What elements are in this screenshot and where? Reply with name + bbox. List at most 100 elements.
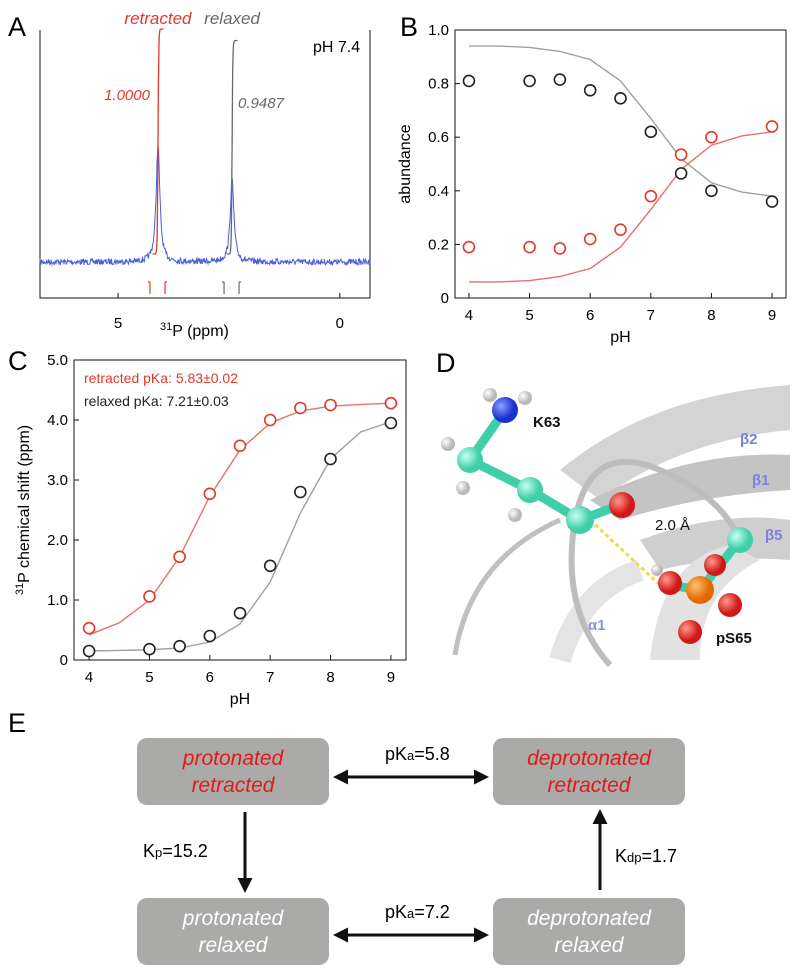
frame [73,359,407,661]
y-tick-label: 3.0 [47,472,68,489]
atom [457,447,483,473]
data-point [583,84,597,97]
state-label: relaxed [199,934,269,957]
atom [678,620,702,644]
x-axis-label: pH [230,691,250,708]
data-point [143,642,156,656]
data-point [173,550,186,564]
state-label: deprotonated [527,747,652,770]
y-tick-label: 0 [60,652,68,669]
atom [718,593,742,617]
data-point [384,416,398,430]
state-label: deprotonated [527,907,652,930]
data-point [82,644,96,658]
y-axis-label-sup: 31 [14,583,26,595]
legend-entry: relaxed pKa: 7.21±0.03 [84,393,229,409]
data-point [143,590,156,603]
atom [508,508,522,522]
y-tick-label: 1.0 [428,22,449,39]
data-point [203,629,217,643]
data-point [553,242,567,255]
strand-label: β5 [765,527,783,544]
state-label: retracted [548,774,632,797]
legend-entry: retracted pKa: 5.83±0.02 [84,370,238,386]
y-tick-label: 5.0 [47,352,68,369]
atom [686,576,714,604]
atom [609,492,635,518]
integral-label: 1.0000 [104,87,151,104]
x-tick-label: 5 [114,315,122,332]
data-point [553,73,567,86]
data-point [644,125,658,139]
y-axis-label: 31P chemical shift (ppm) [14,425,33,595]
data-point [324,398,337,412]
x-axis-label: pH [610,329,630,346]
y-tick-label: 4.0 [47,412,68,429]
data-point [674,148,688,161]
atom [566,506,594,534]
state-label: protonated [182,907,285,930]
y-axis-label-main: P chemical shift (ppm) [16,425,33,583]
arrow-label: pKa=7.2 [385,902,450,922]
residue-label: pS65 [716,630,752,647]
y-tick-label: 1.0 [47,592,68,609]
structure-panel: K63 β2 β1 β5 2.0 Å α1 pS65 [441,385,790,668]
y-tick-label: 0 [441,290,449,307]
state-box [137,738,329,805]
integral-label: 0.9487 [238,95,285,112]
data-point [263,413,277,427]
y-tick-label: 0.8 [428,76,449,93]
fit-line [89,421,392,652]
x-tick-label: 5 [525,307,533,324]
x-tick-label: 8 [707,307,715,324]
state-box [493,738,685,805]
y-tick-label: 2.0 [47,532,68,549]
strand-label: β2 [740,431,758,448]
state-label: relaxed [555,934,625,957]
helix-label: α1 [588,617,606,634]
y-tick-label: 0.2 [428,236,449,253]
loop [568,458,743,668]
state-label: retracted [192,774,276,797]
data-point [523,74,536,88]
x-tick-label: 6 [206,669,214,686]
ribbon [560,385,790,500]
distance-label: 2.0 Å [655,517,690,534]
atom [651,564,663,576]
data-point [523,240,536,254]
integral-bracket [147,281,167,294]
panel-label: B [400,12,418,42]
fit-line [468,45,773,197]
atom [658,571,682,595]
loop [452,517,562,656]
arrow-label: pKa=5.8 [385,744,450,764]
data-point [614,223,627,236]
atom [517,477,543,503]
frame [454,29,787,299]
data-point [384,396,398,410]
data-point [614,92,627,105]
fit-line [468,131,773,283]
peak-label: retracted [124,9,192,28]
data-point [82,621,96,635]
arrow-label: Kdp=1.7 [615,846,677,866]
x-axis-label-sup: 31 [160,321,172,333]
x-tick-label: 6 [586,307,594,324]
data-point [203,487,217,501]
x-tick-label: 4 [465,307,473,324]
integral-curve [152,28,164,255]
data-point [765,195,779,208]
x-tick-label: 7 [647,307,655,324]
strand-label: β1 [752,472,770,489]
data-point [705,130,718,144]
y-tick-label: 0.4 [428,183,449,200]
x-axis-label: 31P (ppm) [160,321,229,340]
data-point [462,240,476,254]
x-tick-label: 7 [266,669,274,686]
x-tick-label: 0 [336,315,344,332]
atom [518,391,532,405]
atom [492,397,518,423]
data-point [674,167,688,180]
condition-label: pH 7.4 [313,39,360,56]
